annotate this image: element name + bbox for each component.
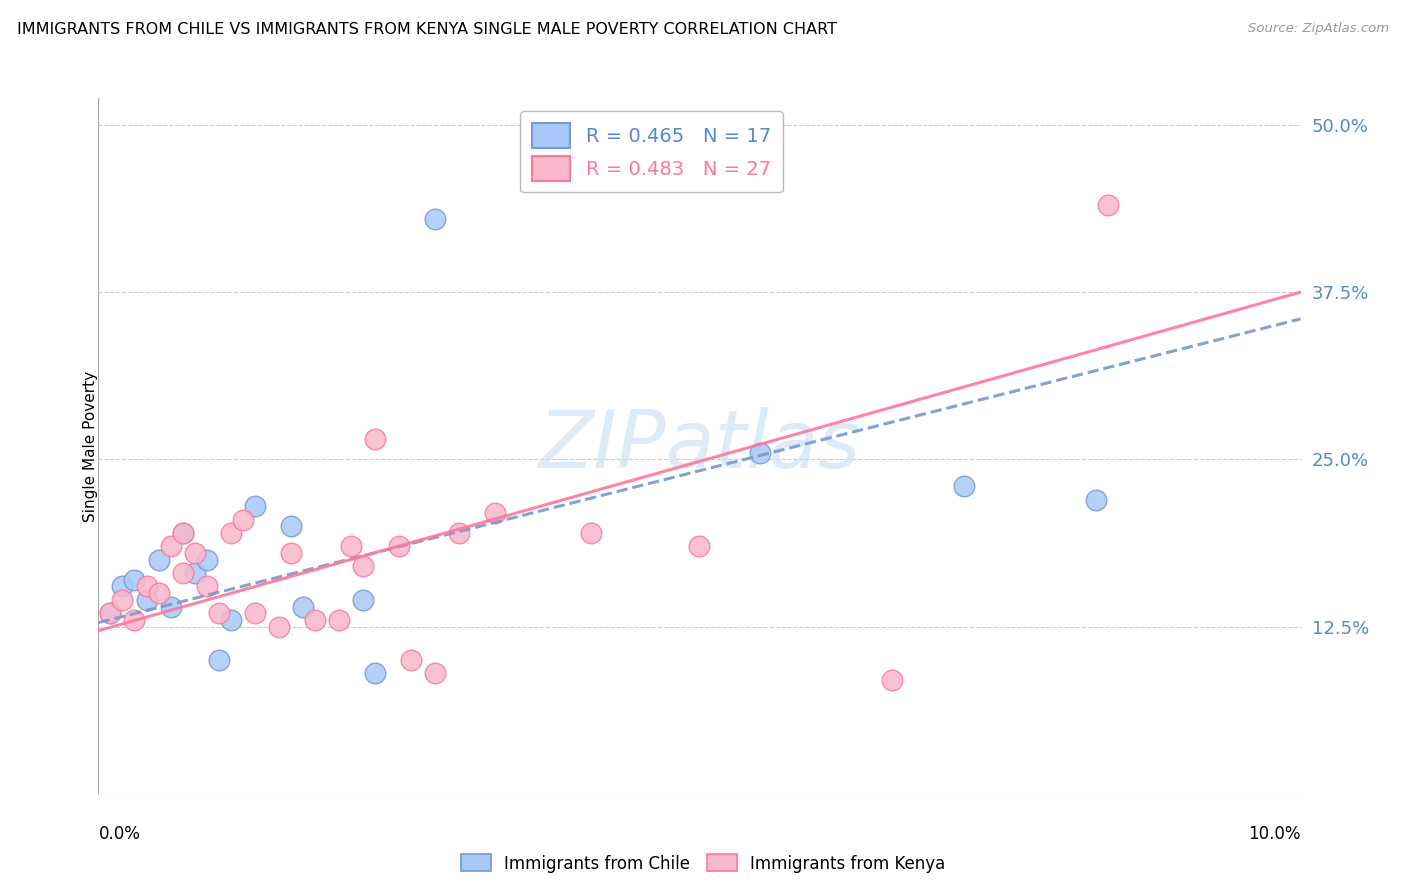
Point xyxy=(280,546,302,560)
Point xyxy=(399,653,422,667)
Point xyxy=(484,506,506,520)
Y-axis label: Single Male Poverty: Single Male Poverty xyxy=(83,370,97,522)
Point xyxy=(1085,492,1108,507)
Text: ZIPatlas: ZIPatlas xyxy=(538,407,860,485)
Point xyxy=(267,619,290,633)
Point xyxy=(689,539,711,553)
Point xyxy=(172,526,194,541)
Point xyxy=(388,539,411,553)
Point xyxy=(423,666,446,681)
Point xyxy=(135,592,157,607)
Point xyxy=(219,613,242,627)
Point xyxy=(148,552,170,567)
Point xyxy=(328,613,350,627)
Point xyxy=(219,526,242,541)
Point xyxy=(111,580,134,594)
Point xyxy=(352,592,374,607)
Point xyxy=(880,673,903,687)
Text: Source: ZipAtlas.com: Source: ZipAtlas.com xyxy=(1249,22,1389,36)
Point xyxy=(208,653,231,667)
Text: 0.0%: 0.0% xyxy=(98,825,141,843)
Point xyxy=(748,446,770,460)
Point xyxy=(208,607,231,621)
Point xyxy=(111,592,134,607)
Point xyxy=(423,211,446,226)
Point xyxy=(100,607,122,621)
Point xyxy=(304,613,326,627)
Point xyxy=(581,526,603,541)
Point xyxy=(447,526,470,541)
Point xyxy=(195,552,218,567)
Point xyxy=(172,526,194,541)
Point xyxy=(280,519,302,533)
Point xyxy=(953,479,976,493)
Legend: R = 0.465   N = 17, R = 0.483   N = 27: R = 0.465 N = 17, R = 0.483 N = 27 xyxy=(520,112,783,193)
Legend: Immigrants from Chile, Immigrants from Kenya: Immigrants from Chile, Immigrants from K… xyxy=(454,847,952,880)
Point xyxy=(364,433,387,447)
Point xyxy=(352,559,374,574)
Point xyxy=(159,539,181,553)
Point xyxy=(243,500,266,514)
Point xyxy=(183,566,205,581)
Point xyxy=(148,586,170,600)
Point xyxy=(364,666,387,681)
Text: IMMIGRANTS FROM CHILE VS IMMIGRANTS FROM KENYA SINGLE MALE POVERTY CORRELATION C: IMMIGRANTS FROM CHILE VS IMMIGRANTS FROM… xyxy=(17,22,837,37)
Point xyxy=(135,580,157,594)
Point xyxy=(183,546,205,560)
Point xyxy=(124,573,146,587)
Point xyxy=(159,599,181,614)
Point xyxy=(1097,198,1119,212)
Point xyxy=(243,607,266,621)
Point xyxy=(100,607,122,621)
Point xyxy=(291,599,314,614)
Text: 10.0%: 10.0% xyxy=(1249,825,1301,843)
Point xyxy=(340,539,363,553)
Point xyxy=(172,566,194,581)
Point xyxy=(232,512,254,526)
Point xyxy=(195,580,218,594)
Point xyxy=(124,613,146,627)
